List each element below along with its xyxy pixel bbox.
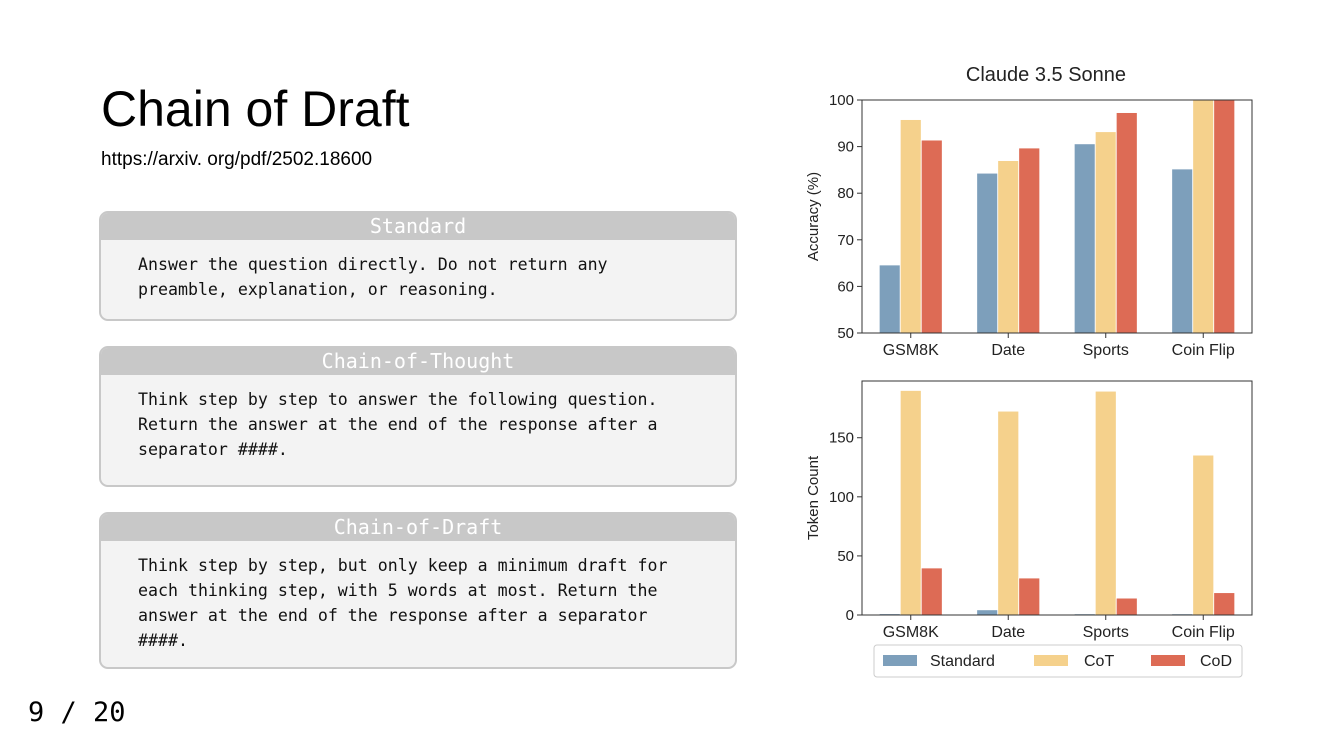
prompt-box-standard: Standard Answer the question directly. D…: [99, 211, 737, 321]
bar-cot-date: [997, 160, 1020, 334]
page-counter: 9 / 20: [28, 697, 126, 728]
y-tick-label: 50: [837, 548, 854, 565]
plot-frame: [861, 380, 1253, 616]
y-tick-label: 80: [837, 185, 854, 202]
bar-cot-date: [997, 410, 1020, 616]
bar-cod-coin-flip: [1213, 99, 1236, 334]
bar-cod-date: [1018, 577, 1041, 616]
y-tick-label: 100: [829, 489, 854, 506]
legend-label-cod: CoD: [1200, 653, 1232, 670]
plot-frame: [861, 99, 1253, 334]
bar-cod-gsm8k: [920, 139, 943, 334]
x-tick-label: Coin Flip: [1172, 624, 1235, 641]
prompt-header: Chain-of-Thought: [101, 348, 735, 375]
x-tick-label: Sports: [1083, 342, 1129, 359]
y-tick-label: 150: [829, 430, 854, 447]
y-tick-label: 50: [837, 325, 854, 342]
prompt-body: Think step by step, but only keep a mini…: [138, 556, 668, 650]
bar-standard-date: [976, 609, 999, 616]
legend-swatch-standard: [883, 655, 917, 666]
x-tick-label: Date: [991, 624, 1025, 641]
legend-swatch-cot: [1034, 655, 1068, 666]
bar-cod-gsm8k: [920, 567, 943, 616]
bar-cot-coin-flip: [1192, 454, 1215, 616]
prompt-body: Answer the question directly. Do not ret…: [138, 255, 608, 299]
y-axis-label: Token Count: [805, 455, 822, 540]
bar-cod-coin-flip: [1213, 592, 1236, 616]
legend-swatch-cod: [1151, 655, 1185, 666]
bar-cot-gsm8k: [899, 390, 922, 616]
prompt-box-cod: Chain-of-Draft Think step by step, but o…: [99, 512, 737, 669]
prompt-header: Chain-of-Draft: [101, 514, 735, 541]
bar-cod-sports: [1115, 112, 1138, 334]
bar-standard-gsm8k: [878, 264, 901, 334]
bar-cot-coin-flip: [1192, 99, 1215, 334]
bar-cot-sports: [1094, 390, 1117, 616]
legend-label-standard: Standard: [930, 653, 995, 670]
y-axis-label: Accuracy (%): [805, 172, 822, 261]
bar-cot-gsm8k: [899, 119, 922, 334]
x-tick-label: GSM8K: [883, 624, 939, 641]
y-tick-label: 70: [837, 232, 854, 249]
y-tick-label: 90: [837, 139, 854, 156]
chart-title: Claude 3.5 Sonne: [966, 64, 1126, 86]
bar-standard-coin-flip: [1171, 168, 1194, 334]
y-tick-label: 60: [837, 278, 854, 295]
legend-label-cot: CoT: [1084, 653, 1114, 670]
bar-standard-sports: [1073, 143, 1096, 334]
bar-cod-date: [1018, 147, 1041, 334]
x-tick-label: GSM8K: [883, 342, 939, 359]
bar-standard-date: [976, 172, 999, 334]
x-tick-label: Sports: [1083, 624, 1129, 641]
x-tick-label: Date: [991, 342, 1025, 359]
slide-title: Chain of Draft: [101, 81, 410, 137]
y-tick-label: 100: [829, 92, 854, 109]
prompt-header: Standard: [101, 213, 735, 240]
prompt-body: Think step by step to answer the followi…: [138, 390, 658, 459]
prompt-box-cot: Chain-of-Thought Think step by step to a…: [99, 346, 737, 487]
y-tick-label: 0: [846, 607, 854, 624]
bar-cot-sports: [1094, 131, 1117, 334]
paper-link[interactable]: https://arxiv. org/pdf/2502.18600: [101, 149, 373, 170]
x-tick-label: Coin Flip: [1172, 342, 1235, 359]
bar-cod-sports: [1115, 597, 1138, 616]
